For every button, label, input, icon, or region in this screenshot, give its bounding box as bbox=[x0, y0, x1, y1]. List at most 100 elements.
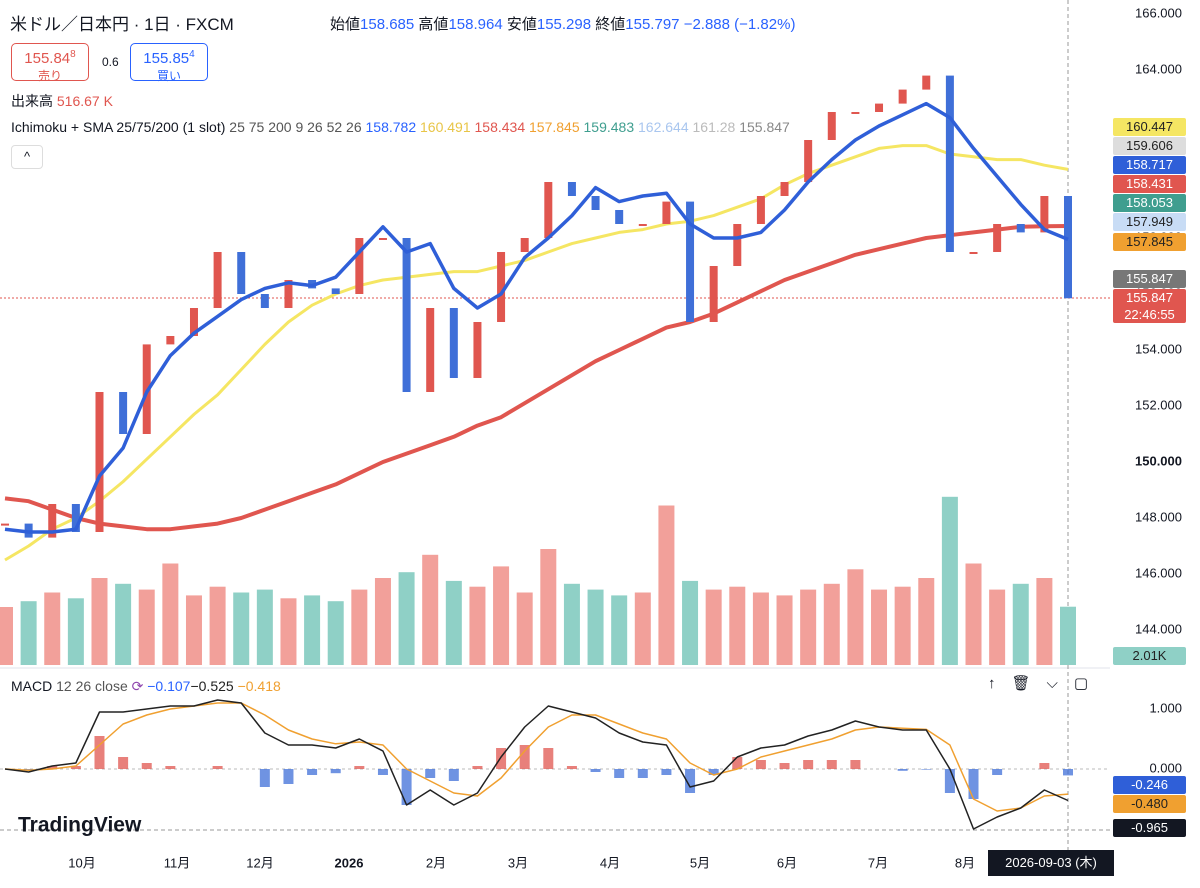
value: −0.525 bbox=[190, 678, 234, 694]
candle bbox=[922, 75, 931, 90]
macd-histogram bbox=[519, 745, 530, 769]
macd-legend: MACD 12 26 close ⟳ −0.107−0.525 −0.418 bbox=[11, 678, 281, 695]
value: −0.107 bbox=[147, 678, 191, 694]
price: 155.847 bbox=[1126, 290, 1173, 305]
candle bbox=[804, 140, 813, 182]
value: 158.964 bbox=[448, 16, 503, 33]
value: 158.782 bbox=[365, 119, 417, 135]
macd-histogram bbox=[803, 760, 814, 769]
candle bbox=[544, 182, 553, 238]
price: 155.85 bbox=[143, 50, 190, 67]
label: 高値 bbox=[418, 16, 449, 33]
settings-icon[interactable]: ⟳ bbox=[131, 678, 144, 694]
value: 155.298 bbox=[536, 16, 592, 33]
params: 12 26 close bbox=[56, 678, 128, 694]
candle bbox=[945, 75, 954, 252]
volume-bar bbox=[445, 580, 462, 665]
candle bbox=[189, 308, 198, 336]
price-label: 155.847 bbox=[1113, 270, 1186, 288]
volume-bar bbox=[587, 589, 604, 665]
symbol: 米ドル／日本円 · 1日 · FXCM bbox=[10, 10, 234, 35]
volume-bar bbox=[374, 578, 391, 665]
candle bbox=[709, 266, 718, 322]
volume-bar bbox=[1060, 606, 1076, 665]
macd-label: -0.246 bbox=[1113, 776, 1186, 794]
macd-histogram bbox=[826, 760, 837, 769]
x-tick-label: 8月 bbox=[955, 855, 975, 870]
collapse-button[interactable]: ^ bbox=[11, 145, 43, 169]
candle bbox=[851, 112, 860, 114]
y-tick-label: 152.000 bbox=[1135, 397, 1182, 412]
volume-bar bbox=[469, 586, 486, 665]
volume-bar bbox=[280, 598, 297, 665]
volume-legend: 出来高 516.67 K bbox=[11, 91, 113, 111]
buy-button[interactable]: 155.854 買い bbox=[130, 43, 208, 83]
candle bbox=[497, 252, 506, 322]
candle bbox=[993, 224, 1002, 252]
macd-histogram bbox=[401, 769, 412, 805]
y-tick-label: 146.000 bbox=[1135, 565, 1182, 580]
macd-histogram bbox=[307, 769, 318, 775]
value: 162.644 bbox=[638, 119, 689, 135]
change: −2.888 (−1.82%) bbox=[683, 16, 796, 33]
value: 516.67 K bbox=[56, 93, 113, 109]
volume-bar bbox=[493, 566, 510, 665]
candle bbox=[1, 523, 9, 526]
value: 159.483 bbox=[583, 119, 635, 135]
macd-histogram bbox=[614, 769, 625, 778]
volume-bar bbox=[115, 583, 132, 665]
volume-bar bbox=[256, 589, 273, 665]
price-label: 159.606 bbox=[1113, 137, 1186, 155]
macd-histogram bbox=[283, 769, 294, 784]
macd-histogram bbox=[259, 769, 270, 787]
candle bbox=[520, 238, 529, 252]
candle bbox=[237, 252, 246, 294]
params: 25 75 200 9 26 52 26 bbox=[229, 119, 362, 135]
macd-histogram bbox=[118, 757, 129, 769]
macd-histogram bbox=[755, 760, 766, 769]
macd-histogram bbox=[992, 769, 1003, 775]
volume-bar bbox=[422, 554, 439, 665]
volume-bar bbox=[729, 586, 746, 665]
candle bbox=[402, 238, 411, 392]
candle bbox=[686, 201, 695, 322]
x-tick-label: 12月 bbox=[246, 855, 273, 870]
macd-histogram bbox=[897, 769, 908, 771]
x-tick-label: 3月 bbox=[508, 855, 528, 870]
candle bbox=[355, 238, 364, 294]
volume-bar bbox=[91, 578, 108, 665]
macd-histogram bbox=[425, 769, 436, 778]
price-label: 157.845 bbox=[1113, 233, 1186, 251]
label: Ichimoku + SMA 25/75/200 (1 slot) bbox=[11, 119, 226, 135]
candle bbox=[473, 322, 482, 378]
macd-histogram bbox=[448, 769, 459, 781]
macd-histogram bbox=[94, 736, 105, 769]
value: 157.845 bbox=[529, 119, 580, 135]
candle bbox=[756, 196, 765, 224]
volume-bar bbox=[776, 595, 793, 665]
volume-bar bbox=[918, 578, 935, 665]
candle bbox=[1040, 196, 1049, 233]
candle bbox=[1016, 224, 1025, 233]
volume-bar bbox=[611, 595, 628, 665]
candle bbox=[591, 196, 600, 210]
countdown: 22:46:55 bbox=[1124, 307, 1175, 322]
candle bbox=[284, 280, 293, 308]
value: 161.28 bbox=[692, 119, 736, 135]
macd-histogram bbox=[732, 757, 743, 769]
y-tick-label: 144.000 bbox=[1135, 621, 1182, 636]
volume-label: 2.01K bbox=[1113, 647, 1186, 665]
indicator-legend: Ichimoku + SMA 25/75/200 (1 slot) 25 75 … bbox=[11, 119, 790, 135]
label: MACD bbox=[11, 678, 53, 694]
pane-tools[interactable]: ↑🗑⌵▢ bbox=[988, 675, 1105, 692]
volume-bar bbox=[162, 563, 179, 665]
macd-histogram bbox=[590, 769, 601, 772]
price: 155.84 bbox=[24, 50, 71, 67]
volume-bar bbox=[941, 496, 958, 665]
price-label: 158.717 bbox=[1113, 156, 1186, 174]
volume-bar bbox=[540, 549, 557, 665]
candle bbox=[638, 224, 647, 226]
macd-histogram bbox=[354, 766, 365, 769]
sell-button[interactable]: 155.848 売り bbox=[11, 43, 89, 83]
